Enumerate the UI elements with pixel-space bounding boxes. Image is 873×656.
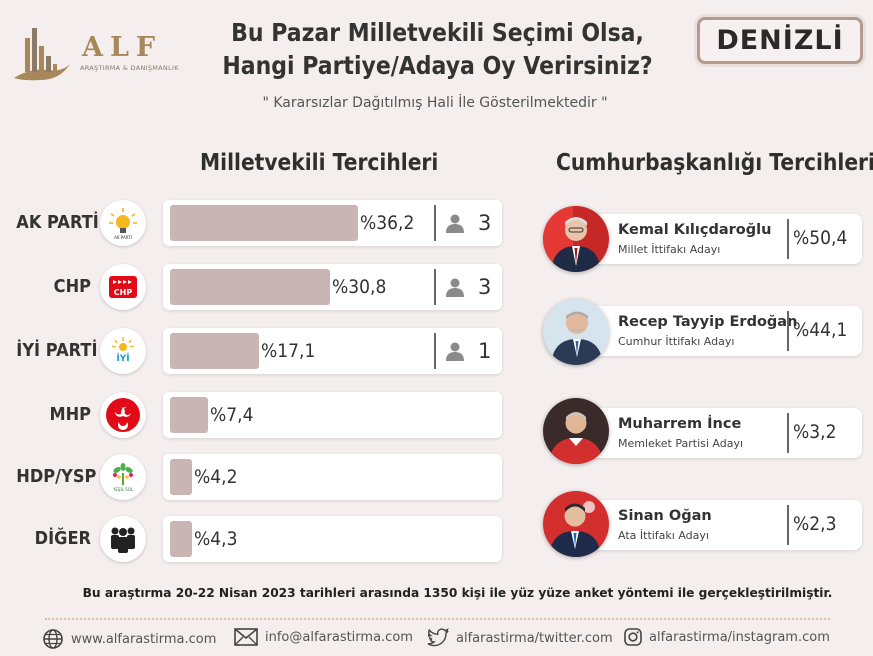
- twitter-bird-icon: [427, 628, 449, 647]
- party-row: %4,2: [163, 454, 502, 500]
- main-title-line2: Hangi Partiye/Adaya Oy Verirsiniz?: [222, 51, 653, 80]
- party-percent-label: %4,2: [193, 466, 238, 488]
- party-logo-icon: [100, 516, 146, 562]
- candidate-percent-label: %44,1: [793, 319, 848, 341]
- candidate-percent-label: %3,2: [793, 421, 837, 443]
- party-label: AK PARTİ: [16, 212, 99, 233]
- party-percent-label: %30,8: [332, 276, 387, 298]
- candidate-name: Muharrem İnce: [618, 416, 742, 432]
- candidate-row: Muharrem İnce Memleket Partisi Adayı %3,2: [575, 408, 862, 458]
- subtitle: " Kararsızlar Dağıtılmış Hali İle Göster…: [262, 95, 608, 111]
- main-title: Bu Pazar Milletvekili Seçimi Olsa, Hangi…: [202, 16, 673, 82]
- candidate-name: Recep Tayyip Erdoğan: [618, 314, 798, 330]
- party-row: %7,4: [163, 392, 502, 438]
- candidate-divider: [787, 311, 789, 351]
- seat-person-icon: [445, 277, 465, 297]
- party-row: %4,3: [163, 516, 502, 562]
- svg-text:AK PARTİ: AK PARTİ: [114, 235, 132, 240]
- party-percent-label: %4,3: [194, 528, 238, 550]
- party-row: %36,2 3: [163, 200, 502, 246]
- seat-divider: [434, 205, 436, 241]
- alf-logo: ALF ARAŞTIRMA & DANIŞMANLIK: [10, 20, 178, 90]
- candidate-row: Kemal Kılıçdaroğlu Millet İttifakı Adayı%…: [575, 214, 862, 264]
- seat-divider: [434, 269, 436, 305]
- candidate-row: Sinan Oğan Ata İttifakı Adayı %2,3: [575, 500, 862, 550]
- candidate-divider: [787, 219, 789, 259]
- candidate-alliance: Cumhur İttifakı Adayı: [618, 335, 735, 348]
- mail-icon: [234, 628, 258, 646]
- candidate-name: Sinan Oğan: [618, 508, 712, 524]
- party-logo-icon: AK PARTİ: [100, 200, 146, 246]
- seat-count: 3: [478, 275, 492, 299]
- seat-person-icon: [445, 213, 465, 233]
- candidate-alliance: Ata İttifakı Adayı: [618, 529, 709, 542]
- seat-count: 3: [478, 211, 492, 235]
- footer-divider: [45, 618, 830, 620]
- party-bar: [170, 521, 193, 557]
- party-logo-icon: [100, 392, 146, 438]
- candidate-alliance: Millet İttifakı Adayı: [618, 243, 721, 256]
- candidate-photo: [543, 299, 609, 365]
- party-label: CHP: [53, 276, 91, 297]
- svg-text:YEŞİL SOL: YEŞİL SOL: [112, 487, 134, 492]
- candidate-divider: [787, 413, 789, 453]
- globe-icon: [43, 629, 63, 649]
- party-row: %17,1 1: [163, 328, 502, 374]
- candidate-alliance: Memleket Partisi Adayı: [618, 437, 744, 450]
- party-label: HDP/YSP: [16, 466, 97, 487]
- milletvekili-section-title: Milletvekili Tercihleri: [200, 150, 439, 176]
- contact-web-text: www.alfarastirma.com: [71, 631, 217, 647]
- contact-instagram-text: alfarastirma/instagram.com: [649, 629, 830, 645]
- party-bar: [170, 397, 209, 433]
- city-badge: DENİZLİ: [697, 17, 863, 64]
- party-logo-icon: İYİ: [100, 328, 146, 374]
- party-percent-label: %36,2: [360, 212, 415, 234]
- party-logo-icon: CHP: [100, 264, 146, 310]
- party-bar: [170, 333, 259, 369]
- candidate-photo: [543, 398, 609, 464]
- party-bar: [170, 269, 331, 305]
- candidate-percent-label: %50,4: [793, 227, 848, 249]
- candidate-name: Kemal Kılıçdaroğlu: [618, 222, 772, 238]
- contact-twitter[interactable]: alfarastirma/twitter.com: [427, 628, 613, 648]
- candidate-divider: [787, 505, 789, 545]
- contact-email[interactable]: info@alfarastirma.com: [234, 628, 413, 646]
- contact-email-text: info@alfarastirma.com: [265, 629, 413, 645]
- party-percent-label: %7,4: [210, 404, 254, 426]
- cumhurbaskanligi-section-title: Cumhurbaşkanlığı Tercihleri: [556, 150, 873, 176]
- party-bar: [170, 205, 359, 241]
- contact-instagram[interactable]: alfarastirma/instagram.com: [624, 628, 830, 646]
- seat-divider: [434, 333, 436, 369]
- svg-text:CHP: CHP: [114, 288, 133, 297]
- alf-logo-mark-icon: [14, 28, 70, 81]
- instagram-icon: [624, 628, 642, 646]
- candidate-row: Recep Tayyip Erdoğan Cumhur İttifakı Aday…: [575, 306, 862, 356]
- party-label: İYİ PARTİ: [16, 340, 98, 361]
- svg-text:İYİ: İYİ: [116, 353, 129, 364]
- candidate-photo: [543, 206, 609, 272]
- party-row: %30,8 3: [163, 264, 502, 310]
- party-label: DİĞER: [34, 528, 91, 549]
- logo-tagline: ARAŞTIRMA & DANIŞMANLIK: [80, 64, 179, 72]
- contact-twitter-text: alfarastirma/twitter.com: [456, 630, 613, 646]
- main-title-line1: Bu Pazar Milletvekili Seçimi Olsa,: [231, 18, 644, 47]
- party-logo-icon: YEŞİL SOL: [100, 454, 146, 500]
- survey-footnote: Bu araştırma 20-22 Nisan 2023 tarihleri …: [82, 586, 833, 600]
- candidate-photo: [543, 491, 609, 557]
- party-bar: [170, 459, 192, 495]
- logo-brand-text: ALF: [82, 32, 163, 63]
- party-percent-label: %17,1: [260, 340, 316, 362]
- seat-person-icon: [445, 341, 465, 361]
- seat-count: 1: [478, 339, 492, 363]
- candidate-percent-label: %2,3: [793, 513, 837, 535]
- contact-web[interactable]: www.alfarastirma.com: [42, 628, 216, 650]
- party-label: MHP: [49, 404, 91, 425]
